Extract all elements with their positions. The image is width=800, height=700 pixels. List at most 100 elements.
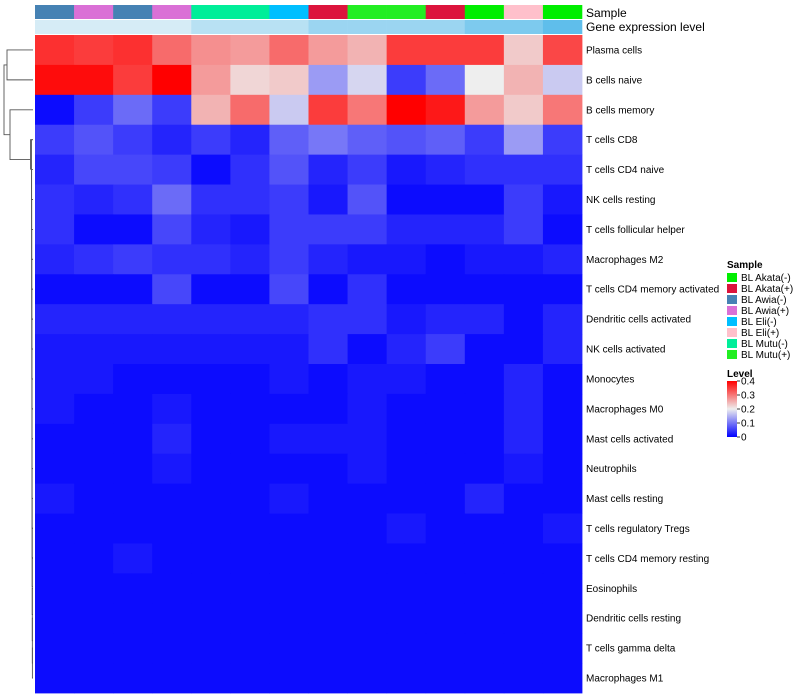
- expression-annotation-cell: [542, 20, 583, 34]
- sample-legend: Sample BL Akata(-)BL Akata(+)BL Awia(-)B…: [727, 260, 793, 361]
- heatmap-cell: [464, 543, 505, 574]
- dendrogram-branch: [3, 64, 10, 136]
- row-label: Macrophages M1: [586, 674, 664, 685]
- heatmap-cell: [152, 513, 192, 544]
- heatmap-cell: [35, 393, 75, 425]
- heatmap-cell: [113, 573, 153, 604]
- heatmap-cells: [35, 35, 583, 694]
- heatmap-cell: [191, 393, 231, 425]
- heatmap-cell: [230, 94, 270, 126]
- heatmap-cell: [386, 334, 427, 365]
- heatmap-cell: [425, 334, 466, 365]
- sample-legend-label: BL Akata(+): [741, 284, 793, 295]
- heatmap-cell: [113, 334, 153, 365]
- heatmap-cell: [74, 214, 114, 245]
- heatmap-cell: [386, 214, 427, 245]
- sample-annotation-cell: [152, 5, 192, 19]
- heatmap-cell: [191, 633, 231, 664]
- expression-annotation-track: [35, 20, 583, 34]
- row-label: Mast cells activated: [586, 434, 673, 445]
- heatmap-cell: [503, 244, 544, 275]
- heatmap-cell: [425, 453, 466, 485]
- heatmap-cell: [542, 154, 583, 185]
- heatmap-cell: [35, 124, 75, 156]
- heatmap-cell: [425, 513, 466, 544]
- expression-annotation-cell: [503, 20, 544, 34]
- heatmap-cell: [35, 663, 75, 694]
- heatmap-cell: [35, 184, 75, 215]
- heatmap-cell: [191, 603, 231, 634]
- heatmap-cell: [35, 214, 75, 245]
- heatmap-cell: [347, 304, 388, 335]
- level-legend-tick-label: 0.4: [741, 377, 755, 388]
- heatmap-cell: [542, 244, 583, 275]
- heatmap-cell: [386, 543, 427, 574]
- heatmap-cell: [308, 304, 348, 335]
- heatmap-cell: [191, 663, 231, 694]
- heatmap-cell: [269, 64, 309, 96]
- sample-legend-swatch: [727, 339, 737, 348]
- heatmap-cell: [269, 633, 309, 664]
- heatmap-cell: [152, 94, 192, 126]
- level-legend-tick-label: 0: [741, 433, 747, 444]
- heatmap-cell: [269, 393, 309, 425]
- annotation-label-sample: Sample: [586, 6, 627, 20]
- heatmap-cell: [230, 423, 270, 455]
- heatmap-cell: [191, 244, 231, 275]
- heatmap-cell: [386, 573, 427, 604]
- sample-legend-label: BL Mutu(+): [741, 350, 790, 361]
- heatmap-cell: [464, 94, 505, 126]
- heatmap-cell: [35, 334, 75, 365]
- heatmap-cell: [503, 453, 544, 485]
- heatmap-cell: [386, 274, 427, 305]
- heatmap-cell: [347, 184, 388, 215]
- sample-legend-swatch: [727, 284, 737, 293]
- heatmap-cell: [425, 94, 466, 126]
- heatmap-cell: [152, 393, 192, 425]
- heatmap-cell: [269, 244, 309, 275]
- heatmap-cell: [191, 364, 231, 395]
- heatmap-cell: [113, 244, 153, 275]
- sample-annotation-cell: [74, 5, 114, 19]
- heatmap-cell: [113, 304, 153, 335]
- heatmap-cell: [113, 94, 153, 126]
- heatmap-cell: [308, 274, 348, 305]
- heatmap-cell: [269, 423, 309, 455]
- row-label: T cells CD4 naive: [586, 165, 665, 176]
- row-label: Macrophages M0: [586, 404, 664, 415]
- heatmap-cell: [113, 184, 153, 215]
- heatmap-cell: [191, 334, 231, 365]
- expression-annotation-cell: [347, 20, 387, 34]
- heatmap-cell: [152, 603, 192, 634]
- heatmap-cell: [74, 304, 114, 335]
- heatmap-cell: [464, 663, 505, 694]
- heatmap-cell: [347, 663, 388, 694]
- heatmap-cell: [542, 124, 583, 156]
- heatmap-cell: [386, 423, 427, 455]
- heatmap-cell: [503, 364, 544, 395]
- heatmap-cell: [425, 184, 466, 215]
- sample-legend-label: BL Akata(-): [741, 273, 791, 284]
- sample-annotation-cell: [35, 5, 75, 19]
- heatmap-cell: [269, 364, 309, 395]
- heatmap-cell: [386, 64, 427, 96]
- heatmap-cell: [35, 453, 75, 485]
- sample-annotation-cell: [386, 5, 427, 19]
- heatmap-cell: [152, 334, 192, 365]
- heatmap-cell: [74, 35, 114, 66]
- heatmap-cell: [386, 364, 427, 395]
- row-dendrogram: [3, 49, 33, 679]
- heatmap-cell: [386, 513, 427, 544]
- heatmap-cell: [503, 35, 544, 66]
- heatmap-cell: [74, 423, 114, 455]
- heatmap-cell: [113, 513, 153, 544]
- heatmap-cell: [347, 154, 388, 185]
- heatmap-cell: [386, 633, 427, 664]
- heatmap-cell: [542, 364, 583, 395]
- heatmap-cell: [503, 214, 544, 245]
- heatmap-cell: [74, 64, 114, 96]
- heatmap-cell: [113, 154, 153, 185]
- heatmap-cell: [35, 94, 75, 126]
- heatmap-cell: [425, 423, 466, 455]
